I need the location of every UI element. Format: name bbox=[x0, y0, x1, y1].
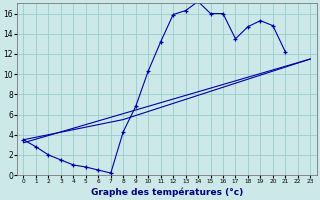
X-axis label: Graphe des températures (°c): Graphe des températures (°c) bbox=[91, 187, 243, 197]
